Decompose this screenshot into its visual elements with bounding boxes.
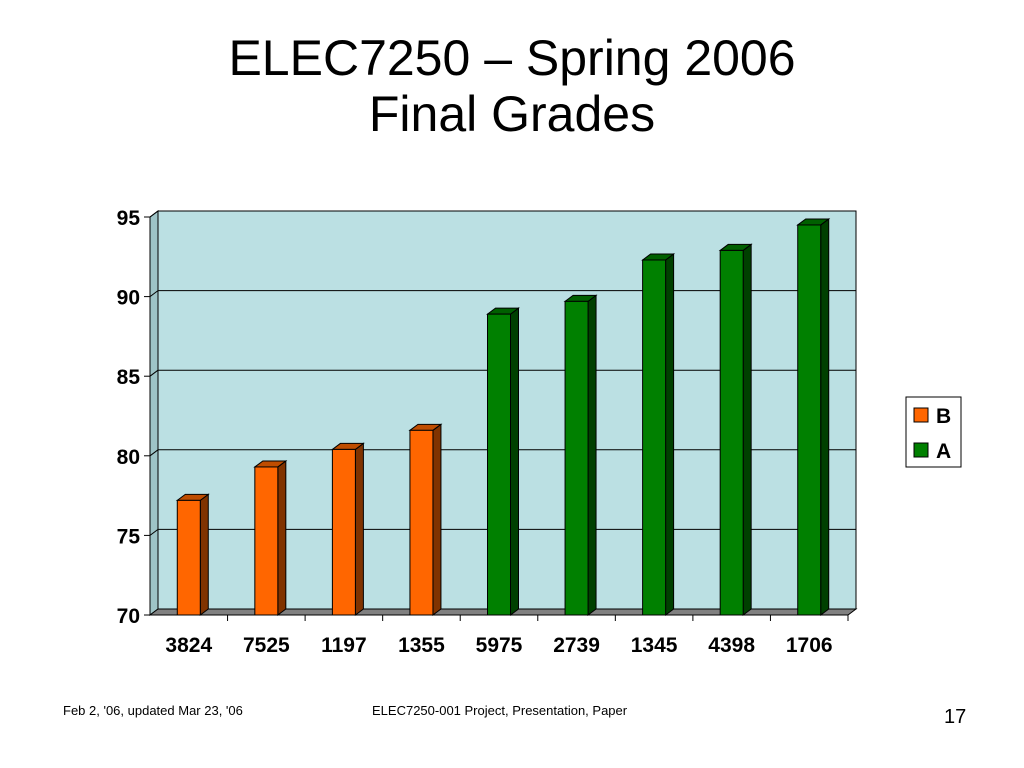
- slide-title: ELEC7250 – Spring 2006 Final Grades: [0, 30, 1024, 142]
- x-tick-label: 7525: [243, 634, 290, 657]
- x-tick-label: 1706: [786, 634, 833, 657]
- bar-B-1355: [409, 429, 434, 616]
- bar-side-A-1706: [820, 217, 830, 616]
- y-tick-label: 90: [117, 287, 140, 310]
- bar-side-A-5975: [510, 307, 519, 616]
- legend-label-A: A: [936, 440, 951, 463]
- bar-side-B-7525: [277, 459, 287, 616]
- x-tick-label: 2739: [553, 634, 600, 657]
- bar-side-A-2739: [587, 294, 597, 616]
- bar-A-1706: [797, 224, 822, 616]
- legend-label-B: B: [936, 405, 951, 428]
- x-tick-label: 1345: [631, 634, 678, 657]
- bar-side-B-1355: [432, 423, 442, 616]
- footer-date: Feb 2, '06, updated Mar 23, '06: [63, 703, 243, 718]
- bar-B-7525: [254, 466, 279, 616]
- gridline-side: [149, 449, 159, 457]
- legend-swatch-A: [913, 442, 929, 458]
- gridline-side: [149, 290, 159, 298]
- bar-side-B-1197: [354, 442, 364, 616]
- bar-B-3824: [176, 499, 201, 616]
- y-tick-label: 80: [117, 446, 140, 469]
- bar-A-4398: [719, 249, 744, 616]
- bar-A-5975: [487, 313, 511, 616]
- bar-side-A-1345: [665, 252, 675, 616]
- slide-title-line-1: ELEC7250 – Spring 2006: [228, 30, 796, 86]
- y-tick-label: 85: [117, 366, 141, 389]
- page-number: 17: [944, 706, 967, 728]
- bar-A-2739: [564, 300, 589, 616]
- bar-side-A-4398: [742, 243, 752, 616]
- bar-B-1197: [331, 448, 356, 616]
- bar-A-1345: [642, 259, 667, 616]
- gridline-side: [149, 529, 159, 536]
- plot-side-wall: [149, 210, 159, 616]
- x-tick-label: 1197: [321, 634, 367, 657]
- bar-side-B-3824: [199, 493, 209, 616]
- y-tick-label: 75: [117, 525, 141, 548]
- x-tick-label: 4398: [708, 634, 755, 657]
- y-tick-label: 95: [117, 207, 141, 230]
- x-tick-label: 1355: [398, 634, 445, 657]
- gridline-side: [149, 369, 159, 377]
- x-tick-label: 5975: [476, 634, 523, 657]
- legend-swatch-B: [913, 407, 929, 423]
- footer-course-info: ELEC7250-001 Project, Presentation, Pape…: [372, 703, 628, 718]
- x-tick-label: 3824: [165, 634, 212, 657]
- gridline-side: [149, 210, 159, 218]
- slide-title-line-2: Final Grades: [368, 86, 656, 142]
- y-tick-label: 70: [117, 605, 140, 628]
